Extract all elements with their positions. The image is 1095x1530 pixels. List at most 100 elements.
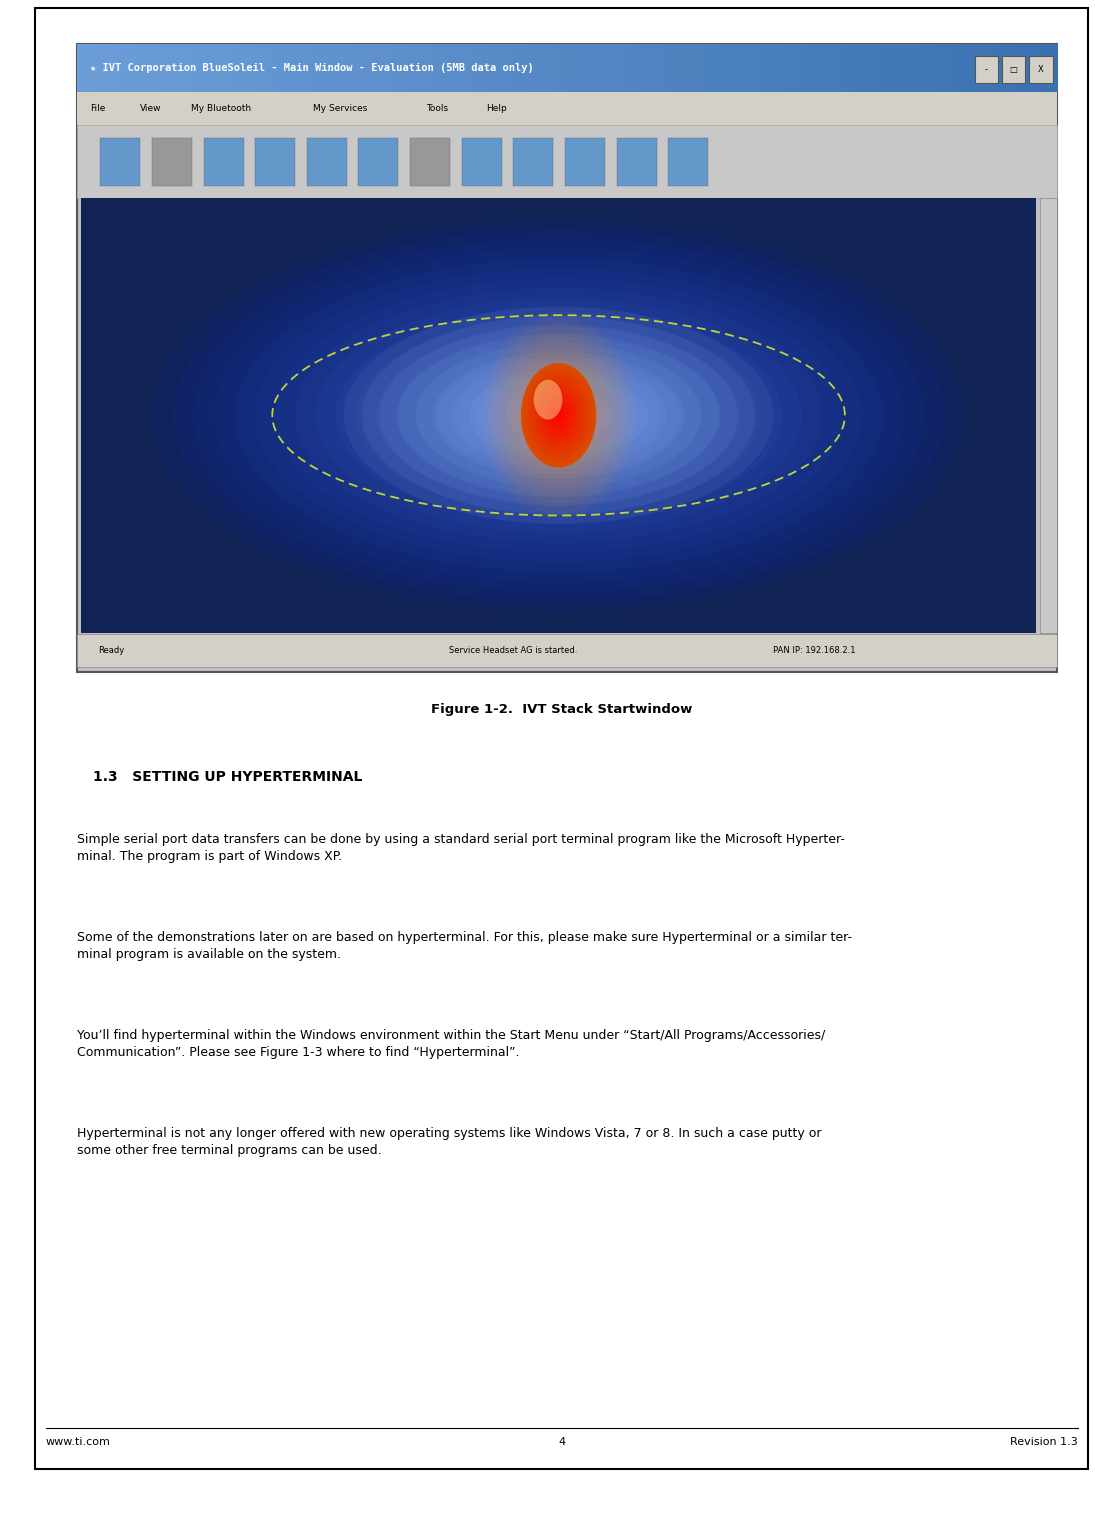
Bar [462, 138, 502, 187]
Circle shape [557, 413, 560, 418]
Circle shape [534, 382, 583, 448]
Circle shape [545, 396, 573, 435]
Circle shape [523, 367, 593, 464]
Ellipse shape [356, 317, 761, 513]
Text: Revision 1.3: Revision 1.3 [1011, 1437, 1077, 1447]
Ellipse shape [254, 268, 863, 562]
Bar [449, 44, 470, 92]
Circle shape [525, 369, 592, 462]
Bar [1040, 197, 1057, 633]
Ellipse shape [344, 306, 773, 525]
Bar [136, 44, 157, 92]
Bar [488, 44, 509, 92]
Bar [307, 138, 347, 187]
Circle shape [538, 386, 580, 445]
Bar [803, 44, 822, 92]
Ellipse shape [458, 366, 660, 464]
Circle shape [532, 379, 585, 451]
Bar [255, 138, 296, 187]
Bar [77, 635, 1057, 667]
Bar [358, 138, 399, 187]
Circle shape [552, 407, 565, 424]
Circle shape [548, 399, 569, 431]
Ellipse shape [234, 259, 883, 572]
Bar [254, 44, 274, 92]
Bar [975, 57, 998, 83]
Text: 4: 4 [558, 1437, 565, 1447]
Circle shape [521, 363, 597, 468]
Bar [410, 138, 450, 187]
Bar [77, 92, 1057, 124]
Ellipse shape [173, 230, 944, 601]
Circle shape [542, 393, 575, 438]
Circle shape [550, 402, 567, 427]
Bar [607, 44, 626, 92]
Bar [391, 44, 412, 92]
Ellipse shape [153, 219, 965, 612]
Ellipse shape [539, 405, 579, 425]
Text: ★ IVT Corporation BlueSoleil - Main Window - Evaluation (5MB data only): ★ IVT Corporation BlueSoleil - Main Wind… [90, 63, 533, 73]
Bar [96, 44, 117, 92]
Text: Figure 1-2.  IVT Stack Startwindow: Figure 1-2. IVT Stack Startwindow [431, 704, 692, 716]
Bar [587, 44, 608, 92]
Bar [880, 44, 901, 92]
Bar [469, 44, 489, 92]
Ellipse shape [396, 337, 721, 494]
Ellipse shape [361, 315, 756, 516]
Bar [155, 44, 176, 92]
Bar [234, 44, 254, 92]
Ellipse shape [275, 278, 842, 552]
Text: PAN IP: 192.168.2.1: PAN IP: 192.168.2.1 [773, 646, 855, 655]
Text: My Services: My Services [313, 104, 368, 113]
Bar [430, 44, 450, 92]
Bar [204, 138, 243, 187]
Bar [821, 44, 842, 92]
Bar [152, 138, 192, 187]
Text: □: □ [1010, 66, 1017, 75]
Bar [959, 44, 980, 92]
Text: You’ll find hyperterminal within the Windows environment within the Start Menu u: You’ll find hyperterminal within the Win… [77, 1030, 826, 1059]
Circle shape [549, 401, 568, 430]
Circle shape [533, 379, 563, 419]
Ellipse shape [541, 407, 576, 424]
Bar [861, 44, 881, 92]
Text: Tools: Tools [426, 104, 449, 113]
Text: Ready: Ready [99, 646, 125, 655]
Circle shape [539, 387, 578, 444]
Circle shape [530, 375, 587, 456]
Circle shape [543, 395, 574, 436]
Bar [920, 44, 941, 92]
Circle shape [554, 409, 564, 422]
Ellipse shape [380, 324, 738, 506]
Circle shape [526, 370, 591, 461]
Circle shape [555, 410, 563, 421]
Bar [175, 44, 196, 92]
Ellipse shape [416, 347, 701, 483]
Text: Some of the demonstrations later on are based on hyperterminal. For this, please: Some of the demonstrations later on are … [77, 932, 852, 961]
Bar [1037, 44, 1058, 92]
Ellipse shape [214, 249, 903, 581]
Bar [704, 44, 725, 92]
Bar [684, 44, 705, 92]
Ellipse shape [477, 376, 639, 454]
Text: Service Headset AG is started.: Service Headset AG is started. [449, 646, 578, 655]
Bar [81, 197, 1036, 633]
Bar [940, 44, 960, 92]
Circle shape [535, 384, 581, 447]
Bar [841, 44, 862, 92]
Circle shape [527, 372, 590, 459]
Circle shape [551, 405, 566, 425]
Text: View: View [140, 104, 162, 113]
Bar [565, 138, 604, 187]
Bar [900, 44, 921, 92]
Bar [998, 44, 1018, 92]
Ellipse shape [518, 396, 599, 435]
Circle shape [533, 381, 584, 450]
Ellipse shape [498, 386, 620, 445]
Bar [332, 44, 353, 92]
Circle shape [541, 392, 576, 439]
Ellipse shape [397, 334, 719, 497]
Circle shape [529, 373, 589, 457]
Bar [528, 44, 549, 92]
Text: Simple serial port data transfers can be done by using a standard serial port te: Simple serial port data transfers can be… [77, 834, 845, 863]
